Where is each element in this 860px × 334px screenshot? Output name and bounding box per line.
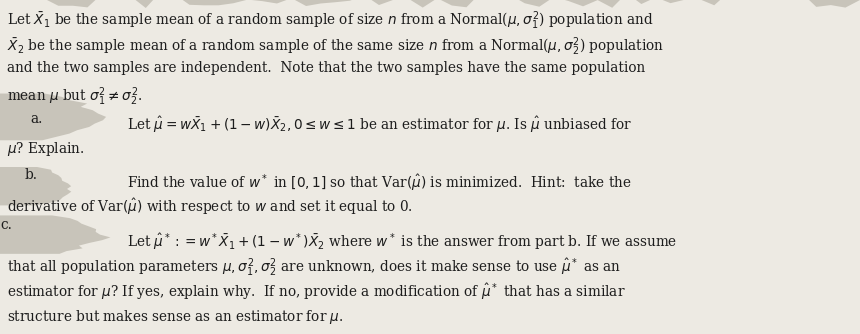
Text: Let $\hat{\mu}^* := w^*\bar{X}_1 + (1-w^*)\bar{X}_2$ where $w^*$ is the answer f: Let $\hat{\mu}^* := w^*\bar{X}_1 + (1-w^… bbox=[127, 231, 678, 252]
Text: mean $\mu$ but $\sigma_1^2 \neq \sigma_2^2$.: mean $\mu$ but $\sigma_1^2 \neq \sigma_2… bbox=[7, 86, 143, 109]
Text: Let $\hat{\mu} = w\bar{X}_1 + (1-w)\bar{X}_2, 0 \leq w \leq 1$ be an estimator f: Let $\hat{\mu} = w\bar{X}_1 + (1-w)\bar{… bbox=[127, 115, 632, 135]
Text: estimator for $\mu$? If yes, explain why.  If no, provide a modification of $\ha: estimator for $\mu$? If yes, explain why… bbox=[7, 281, 625, 302]
PathPatch shape bbox=[0, 94, 106, 140]
Text: $\bar{X}_2$ be the sample mean of a random sample of the same size $n$ from a No: $\bar{X}_2$ be the sample mean of a rand… bbox=[7, 36, 664, 58]
PathPatch shape bbox=[0, 215, 110, 254]
Text: a.: a. bbox=[30, 112, 42, 126]
Text: c.: c. bbox=[0, 218, 12, 232]
Text: $\mu$? Explain.: $\mu$? Explain. bbox=[7, 140, 84, 158]
Text: that all population parameters $\mu, \sigma_1^2, \sigma_2^2$ are unknown, does i: that all population parameters $\mu, \si… bbox=[7, 256, 621, 278]
Text: structure but makes sense as an estimator for $\mu$.: structure but makes sense as an estimato… bbox=[7, 308, 343, 326]
Text: derivative of Var$(\hat{\mu})$ with respect to $w$ and set it equal to 0.: derivative of Var$(\hat{\mu})$ with resp… bbox=[7, 197, 413, 217]
Text: and the two samples are independent.  Note that the two samples have the same po: and the two samples are independent. Not… bbox=[7, 61, 645, 75]
Text: Find the value of $w^*$ in $[0,1]$ so that Var$(\hat{\mu})$ is minimized.  Hint:: Find the value of $w^*$ in $[0,1]$ so th… bbox=[127, 172, 632, 193]
PathPatch shape bbox=[0, 0, 860, 8]
Text: Let $\bar{X}_1$ be the sample mean of a random sample of size $n$ from a Normal(: Let $\bar{X}_1$ be the sample mean of a … bbox=[7, 10, 654, 32]
Text: b.: b. bbox=[24, 168, 37, 182]
PathPatch shape bbox=[0, 167, 71, 205]
